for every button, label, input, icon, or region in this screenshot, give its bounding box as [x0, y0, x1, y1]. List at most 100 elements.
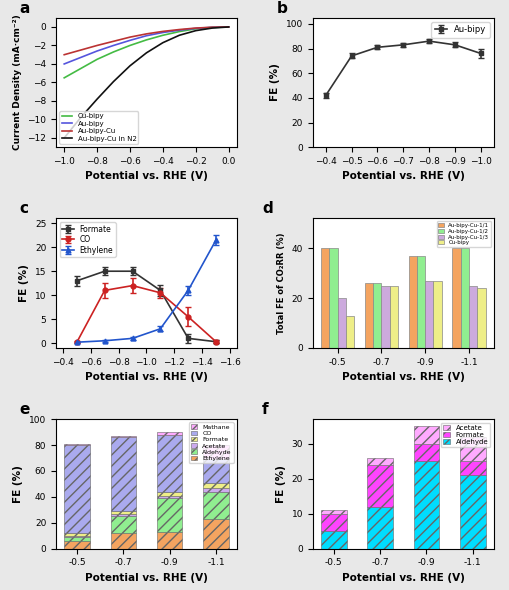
Bar [417, 256, 425, 348]
Bar [337, 298, 346, 348]
X-axis label: Potential vs. RHE (V): Potential vs. RHE (V) [85, 172, 208, 182]
X-axis label: Potential vs. RHE (V): Potential vs. RHE (V) [342, 573, 465, 583]
Bar [321, 510, 347, 514]
Cu-bipy [77, 65, 83, 72]
Bar [110, 516, 136, 533]
Au-bipy-Cu in N2 [94, 96, 100, 103]
Au-bipy [160, 29, 166, 36]
Au-bipy-Cu [77, 47, 83, 54]
Bar [414, 426, 439, 444]
X-axis label: Potential vs. RHE (V): Potential vs. RHE (V) [342, 172, 465, 182]
Au-bipy-Cu in N2 [225, 24, 232, 31]
Au-bipy [176, 27, 182, 34]
Text: e: e [20, 402, 30, 417]
Au-bipy-Cu [127, 34, 133, 41]
Cu-bipy [176, 28, 182, 35]
Bar [64, 533, 90, 536]
Au-bipy [94, 47, 100, 54]
Bar [64, 541, 90, 549]
Au-bipy-Cu [193, 25, 199, 32]
Y-axis label: FE (%): FE (%) [270, 64, 280, 101]
Y-axis label: FE (%): FE (%) [276, 465, 286, 503]
Cu-bipy [127, 42, 133, 49]
Au-bipy-Cu [209, 24, 215, 31]
Bar [367, 507, 393, 549]
Au-bipy [193, 25, 199, 32]
Au-bipy [127, 37, 133, 44]
Bar [381, 286, 390, 348]
Bar [110, 514, 136, 516]
Au-bipy-Cu [94, 42, 100, 49]
Bar [110, 533, 136, 549]
Bar [329, 248, 337, 348]
Cu-bipy [225, 24, 232, 31]
Bar [64, 536, 90, 537]
Bar [321, 248, 329, 348]
Au-bipy-Cu [61, 51, 67, 58]
Legend: Au-bipy: Au-bipy [432, 22, 490, 38]
Bar [64, 445, 90, 533]
Bar [157, 532, 182, 549]
Legend: Cu-bipy, Au-bipy, Au-bipy-Cu, Au-bipy-Cu in N2: Cu-bipy, Au-bipy, Au-bipy-Cu, Au-bipy-Cu… [60, 112, 138, 144]
Au-bipy [61, 60, 67, 67]
Au-bipy-Cu [160, 28, 166, 35]
Au-bipy-Cu in N2 [160, 39, 166, 46]
Y-axis label: FE (%): FE (%) [19, 264, 29, 302]
Text: f: f [262, 402, 269, 417]
Au-bipy [144, 32, 150, 40]
Bar [469, 286, 477, 348]
Bar [390, 286, 398, 348]
Y-axis label: Total FE of CO₂RR (%): Total FE of CO₂RR (%) [277, 232, 286, 334]
Legend: Au-bipy-Cu-1/1, Au-bipy-Cu-1/2, Au-bipy-Cu-1/3, Cu-bipy: Au-bipy-Cu-1/1, Au-bipy-Cu-1/2, Au-bipy-… [437, 221, 491, 247]
Bar [64, 444, 90, 445]
Legend: Formate, CO, Ethylene: Formate, CO, Ethylene [60, 222, 116, 257]
Bar [409, 256, 417, 348]
Cu-bipy [144, 37, 150, 44]
Au-bipy-Cu in N2 [110, 78, 117, 85]
Bar [373, 283, 381, 348]
Cu-bipy [110, 48, 117, 55]
Cu-bipy [61, 74, 67, 81]
Text: b: b [277, 1, 288, 15]
Line: Cu-bipy: Cu-bipy [64, 27, 229, 78]
Bar [365, 283, 373, 348]
Y-axis label: Current Density (mA·cm⁻²): Current Density (mA·cm⁻²) [13, 15, 22, 150]
Bar [110, 436, 136, 437]
Au-bipy-Cu in N2 [61, 135, 67, 142]
Bar [64, 537, 90, 541]
Bar [321, 531, 347, 549]
Bar [203, 519, 229, 549]
Au-bipy-Cu in N2 [127, 63, 133, 70]
Bar [203, 460, 229, 483]
Line: Au-bipy-Cu: Au-bipy-Cu [64, 27, 229, 55]
Legend: Mathane, CO, Formate, Acetate, Aldehyde, Ethylene: Mathane, CO, Formate, Acetate, Aldehyde,… [189, 422, 234, 463]
Bar [157, 432, 182, 435]
Au-bipy [110, 42, 117, 49]
Bar [157, 496, 182, 498]
Bar [110, 511, 136, 514]
X-axis label: Potential vs. RHE (V): Potential vs. RHE (V) [342, 372, 465, 382]
Text: c: c [20, 201, 29, 217]
Bar [367, 458, 393, 465]
Bar [157, 498, 182, 532]
Au-bipy [209, 24, 215, 31]
Cu-bipy [160, 32, 166, 39]
Text: a: a [20, 1, 30, 15]
Bar [414, 461, 439, 549]
Bar [157, 491, 182, 496]
Au-bipy-Cu [110, 38, 117, 45]
Bar [203, 491, 229, 519]
X-axis label: Potential vs. RHE (V): Potential vs. RHE (V) [85, 372, 208, 382]
Bar [461, 248, 469, 348]
Bar [346, 316, 354, 348]
Bar [460, 475, 486, 549]
Bar [321, 514, 347, 531]
Bar [367, 465, 393, 507]
Cu-bipy [94, 56, 100, 63]
Au-bipy-Cu in N2 [209, 25, 215, 32]
Line: Au-bipy-Cu in N2: Au-bipy-Cu in N2 [64, 27, 229, 138]
Au-bipy [225, 24, 232, 31]
Bar [203, 483, 229, 488]
Bar [434, 281, 442, 348]
Bar [110, 437, 136, 511]
